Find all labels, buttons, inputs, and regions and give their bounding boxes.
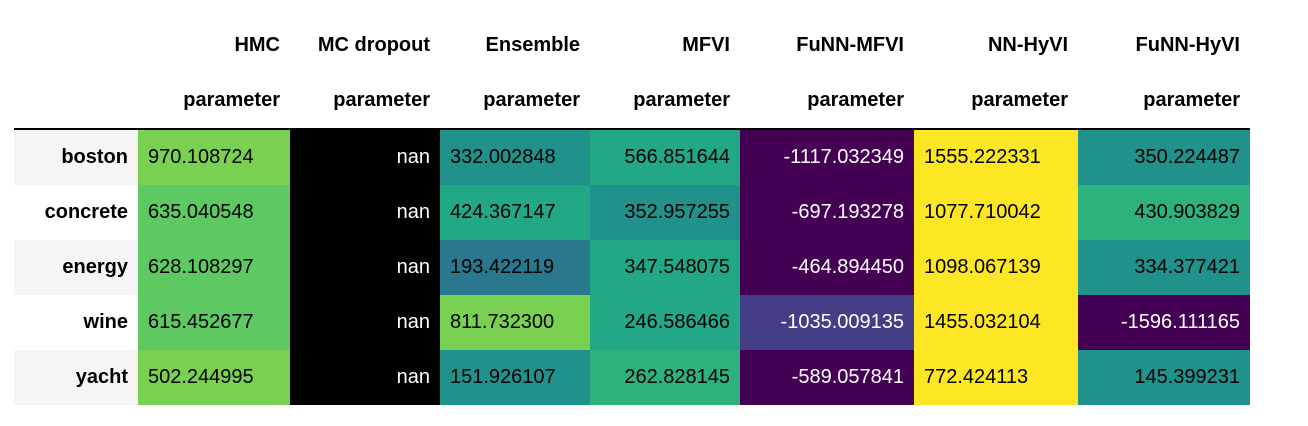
row-label: wine (14, 295, 138, 350)
value-cell: 628.108297 (138, 240, 290, 295)
value-cell: -1117.032349 (740, 129, 914, 185)
column-subheader: parameter (440, 73, 590, 130)
header-row-methods: HMC MC dropout Ensemble MFVI FuNN-MFVI N… (14, 18, 1250, 73)
value-cell: -589.057841 (740, 350, 914, 405)
value-cell: 352.957255 (590, 185, 740, 240)
table-row: yacht 502.244995 nan 151.926107 262.828145 -5… (14, 350, 1250, 405)
value-cell: 635.040548 (138, 185, 290, 240)
column-subheader: parameter (290, 73, 440, 130)
header-row-metric: parameter parameter parameter parameter … (14, 73, 1250, 130)
value-cell: nan (290, 295, 440, 350)
table-row: wine 615.452677 nan 811.732300 246.586466 -10… (14, 295, 1250, 350)
value-cell: 334.377421 (1078, 240, 1250, 295)
value-cell: -464.894450 (740, 240, 914, 295)
column-header-hmc: HMC (234, 34, 280, 56)
table-body: boston 970.108724 nan 332.002848 566.851644-… (14, 129, 1250, 405)
value-cell: 1077.710042 (914, 185, 1078, 240)
row-label: boston (14, 129, 138, 185)
column-subheader: parameter (1078, 73, 1250, 130)
row-label: energy (14, 240, 138, 295)
value-cell: 1455.032104 (914, 295, 1078, 350)
column-subheader: parameter (590, 73, 740, 130)
table-row: concrete 635.040548 nan 424.367147 352.95725… (14, 185, 1250, 240)
value-cell: 970.108724 (138, 129, 290, 185)
value-cell: 1555.222331 (914, 129, 1078, 185)
value-cell: 772.424113 (914, 350, 1078, 405)
value-cell: nan (290, 185, 440, 240)
row-label: concrete (14, 185, 138, 240)
value-cell: 1098.067139 (914, 240, 1078, 295)
column-header-funn-mfvi: FuNN-MFVI (796, 34, 904, 56)
value-cell: nan (290, 129, 440, 185)
value-cell: 811.732300 (440, 295, 590, 350)
column-header-mfvi: MFVI (682, 34, 730, 56)
value-cell: 145.399231 (1078, 350, 1250, 405)
column-subheader: parameter (740, 73, 914, 130)
column-header-mc-dropout: MC dropout (317, 34, 430, 56)
column-subheader: parameter (138, 73, 290, 130)
table-row: energy 628.108297 nan 193.422119 347.548075-… (14, 240, 1250, 295)
value-cell: -1035.009135 (740, 295, 914, 350)
value-cell: 615.452677 (138, 295, 290, 350)
value-cell: 332.002848 (440, 129, 590, 185)
value-cell: 151.926107 (440, 350, 590, 405)
table-row: boston 970.108724 nan 332.002848 566.851644-… (14, 129, 1250, 185)
value-cell: 262.828145 (590, 350, 740, 405)
column-header-funn-hyvi: FuNN-HyVI (1135, 34, 1240, 56)
value-cell: 430.903829 (1078, 185, 1250, 240)
value-cell: -697.193278 (740, 185, 914, 240)
value-cell: 193.422119 (440, 240, 590, 295)
styled-dataframe: HMC MC dropout Ensemble MFVI FuNN-MFVI N… (14, 18, 1250, 405)
value-cell: nan (290, 240, 440, 295)
row-label: yacht (14, 350, 138, 405)
value-cell: 502.244995 (138, 350, 290, 405)
value-cell: 424.367147 (440, 185, 590, 240)
value-cell: 246.586466 (590, 295, 740, 350)
value-cell: 347.548075 (590, 240, 740, 295)
corner-cell (14, 18, 138, 73)
value-cell: nan (290, 350, 440, 405)
corner-cell (14, 73, 138, 130)
results-table: HMC MC dropout Ensemble MFVI FuNN-MFVI N… (14, 18, 1250, 405)
column-subheader: parameter (914, 73, 1078, 130)
column-header-nn-hyvi: NN-HyVI (987, 34, 1068, 56)
value-cell: -1596.111165 (1078, 295, 1250, 350)
column-header-ensemble: Ensemble (485, 34, 580, 56)
value-cell: 566.851644 (590, 129, 740, 185)
value-cell: 350.224487 (1078, 129, 1250, 185)
